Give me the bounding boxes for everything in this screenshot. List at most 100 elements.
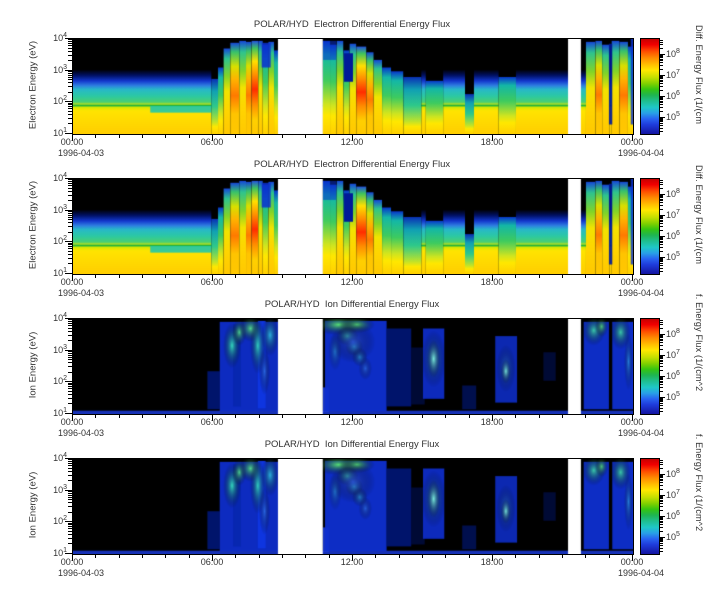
colorbar-axis-label: Diff. Energy Flux (1/(cm (694, 25, 704, 125)
x-tick (95, 555, 96, 558)
y-tick (68, 462, 72, 464)
colorbar-tick (660, 44, 663, 46)
date-label-right: 1996-04-04 (618, 568, 665, 578)
y-tick (68, 403, 72, 405)
y-axis-label: Ion Energy (eV) (27, 331, 39, 399)
colorbar-tick (660, 524, 663, 526)
colorbar-tick (660, 217, 663, 219)
colorbar-tick (660, 379, 663, 381)
colorbar-axis-label: f. Energy Flux (1/(cm^2 (694, 434, 704, 532)
x-tick-label: 12:00 (340, 417, 364, 427)
colorbar-tick (660, 522, 663, 524)
y-tick (68, 465, 72, 467)
colorbar-tick (660, 265, 663, 267)
colorbar-tick (660, 380, 663, 382)
colorbar-tick (660, 271, 663, 273)
x-tick (189, 415, 190, 418)
x-tick (399, 415, 400, 418)
colorbar-tick (660, 324, 663, 326)
y-tick (68, 474, 72, 476)
y-tick (68, 79, 72, 81)
y-tick (68, 250, 72, 252)
y-tick (68, 511, 72, 513)
x-tick (142, 135, 143, 138)
x-tick (492, 135, 493, 141)
y-tick (68, 351, 72, 353)
y-tick (68, 50, 72, 52)
y-axis-label: Ion Energy (eV) (27, 471, 39, 539)
colorbar-tick (660, 377, 663, 379)
x-tick (492, 275, 493, 281)
colorbar (640, 38, 660, 135)
y-tick (68, 524, 72, 526)
colorbar-tick (660, 501, 663, 503)
colorbar-tick (660, 496, 663, 497)
y-tick (68, 45, 72, 47)
x-tick-label: 12:00 (340, 137, 364, 147)
colorbar-tick (660, 215, 665, 217)
x-tick (72, 555, 73, 561)
colorbar-tick (660, 547, 663, 549)
y-tick (68, 496, 72, 498)
x-tick (539, 555, 540, 558)
colorbar-axis-label: f. Energy Flux (1/(cm^2 (694, 294, 704, 392)
x-tick (539, 415, 540, 418)
panel-electron-flux-1: POLAR/HYD Electron Differential Energy F… (0, 18, 722, 158)
colorbar-tick (660, 541, 663, 543)
y-tick (68, 190, 72, 192)
colorbar-tick (660, 102, 663, 104)
y-tick (68, 325, 72, 327)
colorbar-tick (660, 95, 665, 97)
colorbar-tick-label: 105 (666, 530, 680, 542)
y-tick (65, 273, 72, 274)
x-tick (445, 555, 446, 558)
x-tick (119, 135, 120, 138)
x-tick (492, 555, 493, 561)
y-tick-label: 103 (53, 63, 67, 75)
x-tick (585, 135, 586, 138)
x-tick (515, 135, 516, 138)
colorbar-tick (660, 488, 663, 490)
y-tick (68, 211, 72, 213)
y-tick (68, 502, 72, 504)
x-tick (539, 275, 540, 278)
colorbar-tick (660, 225, 663, 227)
x-tick (515, 555, 516, 558)
x-tick (95, 275, 96, 278)
x-tick (399, 275, 400, 278)
x-tick-label: 18:00 (480, 557, 504, 567)
y-tick-label: 104 (53, 452, 67, 463)
colorbar-tick (660, 390, 663, 392)
x-tick (422, 135, 423, 138)
y-tick (68, 359, 72, 361)
x-tick (515, 275, 516, 278)
y-tick (68, 334, 72, 336)
x-tick (282, 555, 283, 558)
colorbar-tick (660, 125, 663, 127)
x-tick (235, 415, 236, 418)
x-tick-label: 18:00 (480, 137, 504, 147)
colorbar-tick (660, 475, 663, 477)
y-tick-label: 102 (53, 95, 67, 107)
y-tick (68, 257, 72, 259)
spectrogram-canvas (72, 318, 634, 415)
y-tick-label: 103 (53, 483, 67, 495)
colorbar-tick (660, 257, 663, 259)
colorbar-tick (660, 267, 663, 269)
colorbar-tick (660, 355, 665, 357)
colorbar-tick (660, 499, 663, 501)
y-tick (68, 253, 72, 255)
colorbar-tick (660, 526, 663, 528)
x-tick (329, 555, 330, 558)
panel-title: POLAR/HYD Ion Differential Energy Flux (264, 439, 440, 450)
y-tick (68, 319, 72, 321)
colorbar-tick (660, 79, 663, 81)
y-tick (68, 248, 72, 250)
y-tick (68, 491, 72, 493)
colorbar-tick (660, 208, 663, 210)
y-tick (68, 214, 72, 216)
y-tick (68, 386, 72, 388)
x-tick (445, 135, 446, 138)
colorbar-tick (660, 81, 663, 83)
x-tick-label: 00:00 (60, 277, 84, 287)
